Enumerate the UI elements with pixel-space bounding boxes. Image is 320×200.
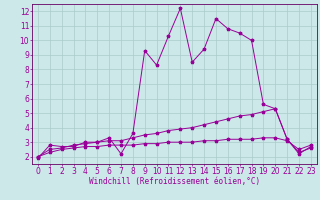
- X-axis label: Windchill (Refroidissement éolien,°C): Windchill (Refroidissement éolien,°C): [89, 177, 260, 186]
